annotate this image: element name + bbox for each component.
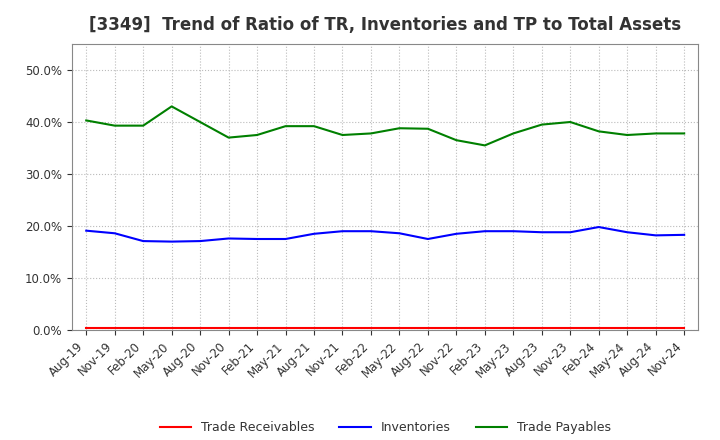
Trade Payables: [139, 123, 148, 128]
Legend: Trade Receivables, Inventories, Trade Payables: Trade Receivables, Inventories, Trade Pa…: [155, 416, 616, 439]
Inventories: [480, 228, 489, 234]
Trade Receivables: [110, 326, 119, 331]
Trade Payables: [253, 132, 261, 138]
Inventories: [566, 230, 575, 235]
Trade Payables: [680, 131, 688, 136]
Trade Payables: [652, 131, 660, 136]
Title: [3349]  Trend of Ratio of TR, Inventories and TP to Total Assets: [3349] Trend of Ratio of TR, Inventories…: [89, 16, 681, 34]
Inventories: [82, 228, 91, 233]
Inventories: [509, 228, 518, 234]
Inventories: [423, 236, 432, 242]
Line: Inventories: Inventories: [86, 227, 684, 242]
Inventories: [110, 231, 119, 236]
Trade Receivables: [566, 326, 575, 331]
Trade Payables: [82, 118, 91, 123]
Trade Payables: [423, 126, 432, 132]
Trade Payables: [452, 138, 461, 143]
Trade Receivables: [338, 326, 347, 331]
Trade Receivables: [196, 326, 204, 331]
Trade Receivables: [366, 326, 375, 331]
Trade Receivables: [253, 326, 261, 331]
Inventories: [310, 231, 318, 236]
Inventories: [395, 231, 404, 236]
Trade Receivables: [395, 326, 404, 331]
Inventories: [652, 233, 660, 238]
Trade Payables: [566, 119, 575, 125]
Trade Receivables: [167, 326, 176, 331]
Inventories: [338, 228, 347, 234]
Trade Receivables: [509, 326, 518, 331]
Trade Payables: [509, 131, 518, 136]
Trade Receivables: [282, 326, 290, 331]
Trade Payables: [623, 132, 631, 138]
Inventories: [680, 232, 688, 238]
Inventories: [167, 239, 176, 244]
Trade Payables: [338, 132, 347, 138]
Inventories: [139, 238, 148, 244]
Inventories: [196, 238, 204, 244]
Trade Payables: [366, 131, 375, 136]
Inventories: [282, 236, 290, 242]
Inventories: [452, 231, 461, 236]
Trade Payables: [310, 124, 318, 129]
Inventories: [595, 224, 603, 230]
Trade Receivables: [537, 326, 546, 331]
Trade Payables: [480, 143, 489, 148]
Trade Payables: [595, 129, 603, 134]
Trade Payables: [196, 119, 204, 125]
Trade Receivables: [595, 326, 603, 331]
Trade Receivables: [652, 326, 660, 331]
Trade Payables: [282, 124, 290, 129]
Trade Payables: [110, 123, 119, 128]
Inventories: [366, 228, 375, 234]
Trade Receivables: [423, 326, 432, 331]
Trade Payables: [395, 125, 404, 131]
Inventories: [623, 230, 631, 235]
Inventories: [253, 236, 261, 242]
Trade Receivables: [225, 326, 233, 331]
Trade Receivables: [680, 326, 688, 331]
Trade Receivables: [82, 326, 91, 331]
Line: Trade Payables: Trade Payables: [86, 106, 684, 145]
Trade Receivables: [310, 326, 318, 331]
Trade Receivables: [480, 326, 489, 331]
Trade Payables: [225, 135, 233, 140]
Trade Receivables: [452, 326, 461, 331]
Trade Receivables: [139, 326, 148, 331]
Inventories: [225, 236, 233, 241]
Trade Payables: [167, 104, 176, 109]
Trade Receivables: [623, 326, 631, 331]
Trade Payables: [537, 122, 546, 127]
Inventories: [537, 230, 546, 235]
